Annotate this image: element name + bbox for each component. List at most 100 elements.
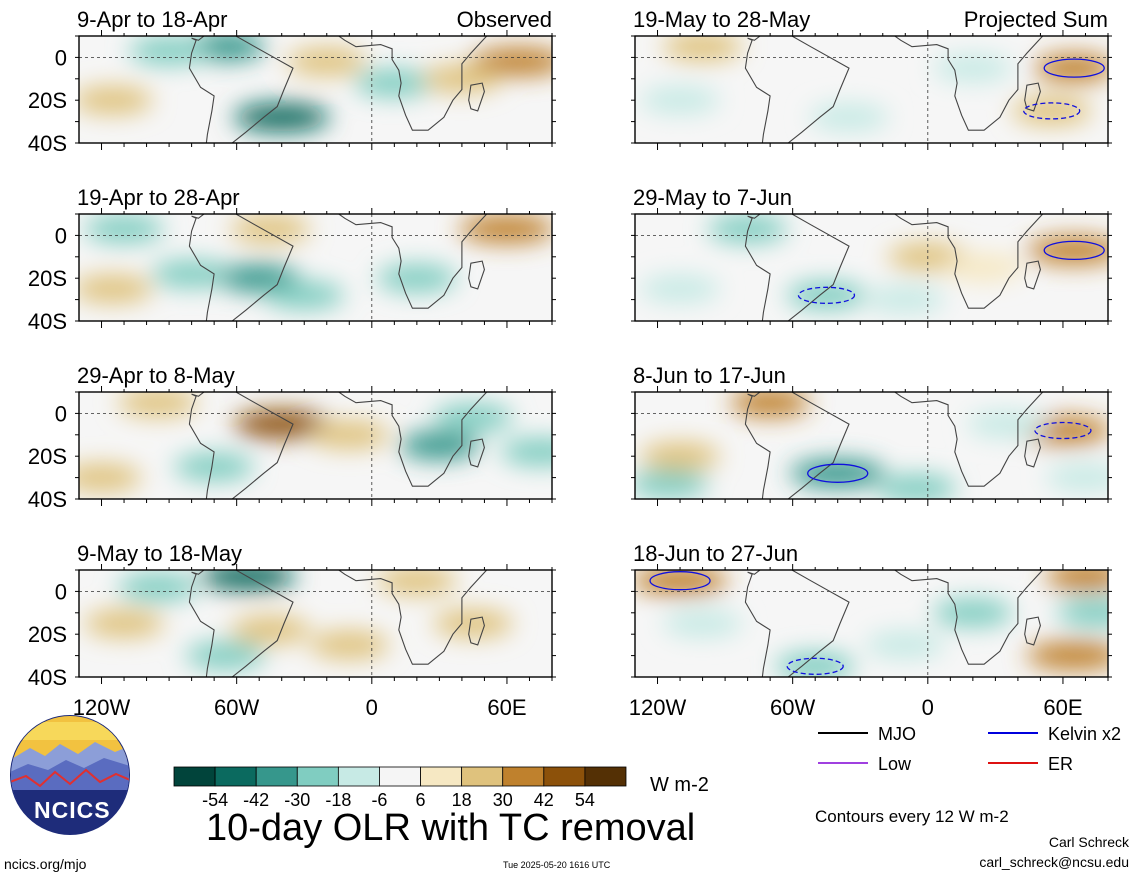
anomaly-core <box>92 280 133 298</box>
south-america-outline <box>744 570 850 677</box>
page-title: 10-day OLR with TC removal <box>206 807 696 849</box>
units-label: W m-2 <box>650 774 709 796</box>
colorbar: -54 -42 -30 -18 -6 6 18 30 42 54 <box>173 766 627 810</box>
colorbar-tick-label: 6 <box>416 790 426 810</box>
africa-outline <box>337 36 488 131</box>
africa-outline <box>893 36 1044 131</box>
colorbar-bin <box>461 766 504 787</box>
anomaly-core <box>727 220 768 238</box>
anomaly-core <box>81 469 122 486</box>
south-america-outline <box>188 570 294 677</box>
colorbar-bin <box>584 766 627 787</box>
kelvin-contour <box>649 571 711 591</box>
anomaly-core <box>250 220 291 238</box>
x-tick-label: 60E <box>1043 695 1082 720</box>
map-panel: 19-May to 28-May Projected Sum <box>631 7 1112 150</box>
author-name: Carl Schreck <box>1048 834 1129 850</box>
anomaly-core <box>194 458 235 476</box>
y-tick-label: 40S <box>28 309 67 334</box>
anomaly-core <box>1054 59 1095 77</box>
anomaly-core <box>1050 241 1099 259</box>
author-email[interactable]: carl_schreck@ncsu.edu <box>979 854 1129 870</box>
panel-frame <box>634 35 1109 144</box>
kelvin-contour <box>1043 58 1105 78</box>
panel-date-label: 9-Apr to 18-Apr <box>77 7 227 32</box>
anomaly-core <box>885 636 926 654</box>
kelvin-contour-dashed <box>1034 421 1092 440</box>
logo-text: NCICS <box>34 797 111 823</box>
colorbar-tick-label: 30 <box>493 790 513 810</box>
column-heading: Observed <box>457 7 552 32</box>
anomaly-core <box>952 59 993 77</box>
x-tick-label: 120W <box>629 695 687 720</box>
map-panel: 18-Jun to 27-Jun 120W 60W 0 60E <box>629 541 1112 720</box>
madagascar-outline <box>1024 438 1041 468</box>
madagascar-outline <box>468 616 485 646</box>
panel-date-label: 19-Apr to 28-Apr <box>77 185 240 210</box>
anomaly-core <box>396 269 437 287</box>
anomaly-core <box>205 647 246 664</box>
south-america-outline <box>188 36 294 143</box>
panel-frame <box>634 569 1109 678</box>
colorbar-tick-label: -42 <box>243 790 269 810</box>
panel-date-label: 18-Jun to 27-Jun <box>633 541 798 566</box>
anomaly-core <box>682 615 723 632</box>
y-tick-label: 0 <box>55 223 67 248</box>
anomaly-core <box>750 394 791 412</box>
x-tick-label: 60W <box>214 695 259 720</box>
colorbar-bin <box>337 766 380 787</box>
x-tick-label: 0 <box>366 695 378 720</box>
y-tick-label: 0 <box>55 45 67 70</box>
site-url[interactable]: ncics.org/mjo <box>4 856 87 872</box>
timestamp: Tue 2025-05-20 1616 UTC <box>503 860 611 870</box>
anomaly-core <box>92 91 133 109</box>
anomaly-core <box>682 38 723 56</box>
colorbar-bin <box>214 766 257 787</box>
y-tick-label: 0 <box>55 579 67 604</box>
anomaly-core <box>660 91 701 109</box>
panel-frame <box>78 35 553 144</box>
anomaly-core <box>171 265 212 283</box>
colorbar-tick-label: -18 <box>325 790 351 810</box>
ncics-logo <box>10 715 130 835</box>
anomaly-core <box>205 38 246 56</box>
y-tick-label: 20S <box>28 622 67 647</box>
x-tick-label: 120W <box>73 695 131 720</box>
africa-outline <box>337 214 488 309</box>
anomaly-core <box>482 220 531 238</box>
colorbar-bin <box>255 766 298 787</box>
x-tick-label: 0 <box>922 695 934 720</box>
anomaly-core <box>660 280 701 298</box>
anomaly-core <box>329 636 370 654</box>
anomaly-core <box>660 447 701 465</box>
anomaly-core <box>453 409 494 427</box>
map-panel: 0 20S 40S 19-Apr to 28-Apr <box>28 185 556 334</box>
legend-label: ER <box>1048 754 1073 774</box>
panel-date-label: 29-May to 7-Jun <box>633 185 792 210</box>
x-tick-label: 60W <box>770 695 815 720</box>
anomaly-core <box>885 291 926 308</box>
panel-date-label: 8-Jun to 17-Jun <box>633 363 786 388</box>
anomaly-core <box>1065 469 1106 486</box>
anomaly-core <box>520 443 552 461</box>
anomaly-core <box>964 259 1005 276</box>
south-america-outline <box>744 36 850 143</box>
kelvin-contour <box>1043 240 1105 261</box>
anomaly-core <box>986 415 1027 433</box>
anomaly-core <box>896 479 937 497</box>
panel-frame <box>634 391 1109 500</box>
anomaly-core <box>137 578 178 596</box>
colorbar-bin <box>543 766 586 787</box>
map-panel: 0 20S 40S 29-Apr to 8-May <box>28 363 556 512</box>
colorbar-bin <box>173 766 216 787</box>
colorbar-tick-label: 18 <box>452 790 472 810</box>
africa-outline <box>337 392 488 487</box>
y-tick-label: 20S <box>28 88 67 113</box>
colorbar-tick-label: -6 <box>371 790 387 810</box>
panel-frame <box>78 213 553 322</box>
colorbar-bin <box>420 766 463 787</box>
anomaly-core <box>1076 604 1108 622</box>
colorbar-tick-label: 42 <box>534 790 554 810</box>
anomaly-core <box>1031 102 1072 120</box>
